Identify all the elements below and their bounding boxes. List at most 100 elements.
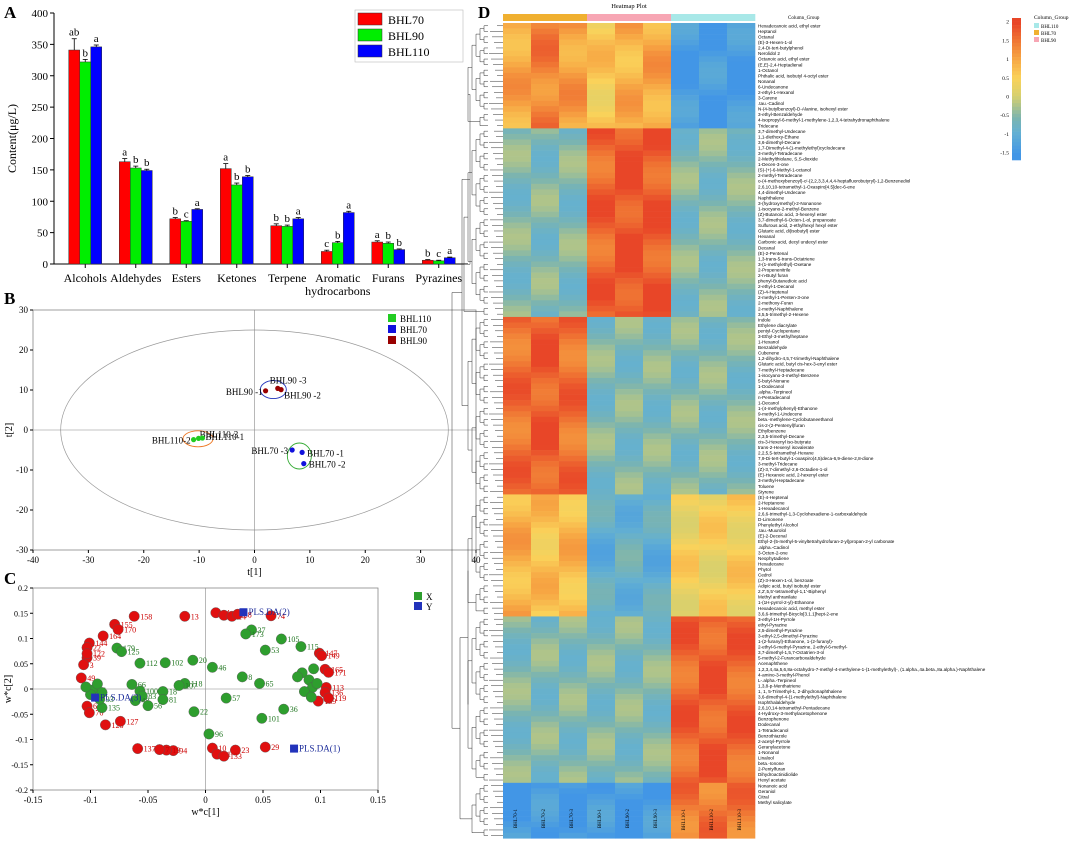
heatmap-row-label: 1-(2-furanyl)-Ethanone, 1-(2-furanyl)- <box>758 639 834 644</box>
heatmap-cell <box>671 760 700 767</box>
heatmap-cell <box>671 832 700 839</box>
loading-point-label: 22 <box>200 708 208 717</box>
heatmap-cell <box>531 633 560 639</box>
heatmap-cell <box>643 705 672 712</box>
heatmap-cell <box>727 289 756 296</box>
heatmap-cell <box>503 133 532 140</box>
heatmap-cell <box>727 732 756 739</box>
score-point-label: BHL110-3 <box>200 429 239 439</box>
heatmap-cell <box>531 139 560 146</box>
heatmap-cell <box>671 455 700 462</box>
heatmap-cell <box>531 389 560 395</box>
heatmap-cell <box>671 555 700 562</box>
heatmap-cell <box>699 89 728 96</box>
loading-point-red <box>179 610 191 622</box>
heatmap-column-label: BHL70-1 <box>514 809 519 829</box>
dendrogram-branch <box>479 72 484 85</box>
heatmap-cell <box>503 61 532 68</box>
heatmap-cell <box>587 50 616 57</box>
heatmap-cell <box>587 39 616 46</box>
loading-point-label: 7 <box>166 746 170 755</box>
loading-point-label: 122 <box>93 650 105 659</box>
heatmap-cell <box>503 788 532 795</box>
heatmap-cell <box>643 400 672 406</box>
heatmap-cell <box>503 361 532 368</box>
loading-point-green <box>187 654 199 666</box>
dendrogram-branch <box>483 618 488 626</box>
dendrogram-branch <box>483 141 488 149</box>
loading-point-red <box>259 741 271 753</box>
dendrogram-branch <box>483 729 488 736</box>
heatmap-row-label: .tau.-Muurolol <box>758 528 786 533</box>
heatmap-cell <box>587 522 616 528</box>
heatmap-cell <box>699 583 728 590</box>
heatmap-cell <box>671 405 700 412</box>
loading-point-label: 137 <box>144 745 156 754</box>
heatmap-row-label: 1-isocyano-2-methyl-Benzene <box>758 206 819 211</box>
legend-label-BHL90: BHL90 <box>400 336 428 346</box>
heatmap-cell <box>531 267 560 273</box>
dendrogram-branch <box>479 810 484 822</box>
score-point-BHL110 <box>195 435 202 441</box>
heatmap-cell <box>671 633 700 639</box>
x-tick-label: 30 <box>416 555 426 565</box>
heatmap-cell <box>615 666 644 673</box>
heatmap-cell <box>727 355 756 362</box>
heatmap-cell <box>587 499 616 506</box>
color-scale-segment <box>1012 131 1021 136</box>
heatmap-cell <box>559 572 588 578</box>
heatmap-cell <box>587 538 616 545</box>
heatmap-row-label: cis-2-(2-Pentenyl)furan <box>758 423 805 428</box>
x-category-label: hydrocarbons <box>305 284 371 298</box>
heatmap-cell <box>587 156 616 162</box>
heatmap-cell <box>503 455 532 462</box>
heatmap-cell <box>699 793 728 800</box>
y-tick-label: -0.2 <box>15 786 28 795</box>
color-scale-segment <box>1012 39 1021 44</box>
heatmap-cell <box>531 78 560 85</box>
dendrogram-branch <box>479 178 484 190</box>
heatmap-cell <box>587 278 616 284</box>
heatmap-cell <box>699 305 728 312</box>
heatmap-cell <box>699 716 728 723</box>
heatmap-row-label: 1-Hexanol <box>758 340 779 345</box>
heatmap-cell <box>699 206 728 212</box>
heatmap-cell <box>643 666 672 673</box>
heatmap-cell <box>671 538 700 545</box>
heatmap-cell <box>699 688 728 695</box>
heatmap-cell <box>643 222 672 229</box>
heatmap-cell <box>699 84 728 90</box>
heatmap-cell <box>615 250 644 257</box>
heatmap-row-label: Naphthalene <box>758 195 784 200</box>
heatmap-cell <box>727 328 756 334</box>
heatmap-cell <box>671 278 700 284</box>
heatmap-cell <box>587 333 616 340</box>
loading-point-green <box>236 671 248 683</box>
heatmap-cell <box>587 782 616 789</box>
heatmap-cell <box>503 566 532 573</box>
dendrogram-branch <box>483 563 488 570</box>
heatmap-cell <box>671 200 700 207</box>
heatmap-cell <box>699 328 728 334</box>
heatmap-cell <box>559 289 588 296</box>
heatmap-cell <box>587 777 616 784</box>
heatmap-cell <box>503 499 532 506</box>
loading-point-label: 39 <box>93 654 101 663</box>
heatmap-cell <box>587 511 616 517</box>
dendrogram-branch <box>479 455 484 467</box>
heatmap-cell <box>671 422 700 429</box>
x-axis-title: t[1] <box>247 567 261 578</box>
loading-point-label: 164 <box>109 632 121 641</box>
heatmap-cell <box>643 760 672 767</box>
heatmap-cell <box>615 122 644 129</box>
heatmap-cell <box>699 61 728 68</box>
heatmap-cell <box>699 743 728 750</box>
heatmap-cell <box>503 394 532 401</box>
heatmap-cell <box>531 760 560 767</box>
heatmap-cell <box>587 56 616 63</box>
score-point-BHL110 <box>190 437 197 443</box>
heatmap-cell <box>727 799 756 806</box>
heatmap-cell <box>559 427 588 434</box>
heatmap-row-label: (E)-2-Pentenal <box>758 251 788 256</box>
